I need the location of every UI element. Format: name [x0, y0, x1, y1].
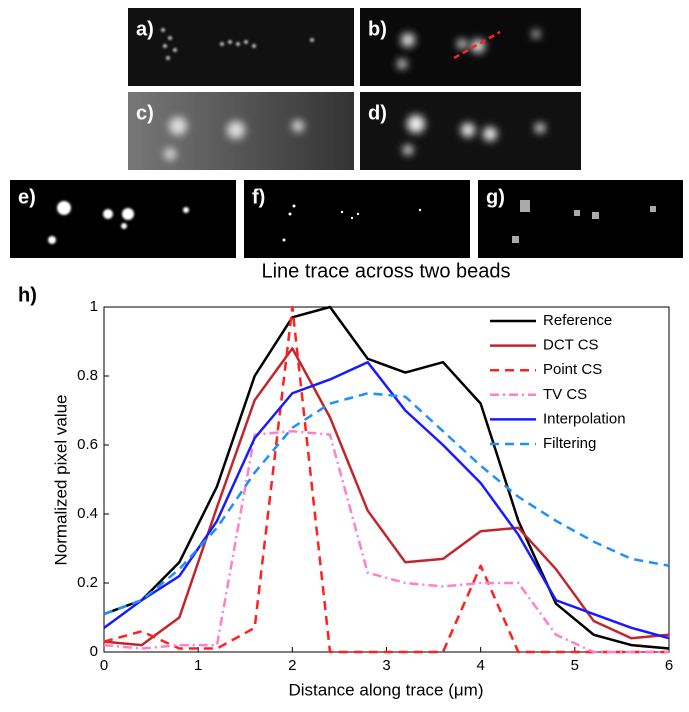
legend-label: DCT CS: [543, 337, 599, 354]
legend-label: Interpolation: [543, 410, 626, 427]
data-line: [103, 360, 670, 640]
data-line: [103, 305, 669, 654]
legend-label: TV CS: [543, 386, 587, 403]
data-line: [103, 305, 670, 650]
panel-label: h): [18, 284, 37, 306]
y-tick-label: 0.2: [77, 574, 98, 591]
panel-f: f): [244, 180, 470, 258]
panel-label: b): [368, 18, 387, 40]
x-tick-label: 6: [665, 657, 673, 674]
x-tick-label: 5: [571, 657, 579, 674]
panel-label: c): [136, 102, 154, 124]
legend-label: Filtering: [543, 435, 596, 452]
legend-label: Point CS: [543, 361, 602, 378]
data-line: [103, 347, 670, 647]
x-tick-label: 4: [476, 657, 484, 674]
panel-g: g): [478, 180, 683, 258]
x-tick-label: 2: [288, 657, 296, 674]
panel-label: f): [252, 186, 265, 208]
panel-label: g): [486, 186, 505, 208]
plot-frame: [103, 306, 670, 653]
panel-label: a): [136, 18, 154, 40]
y-tick-label: 1: [90, 298, 98, 315]
panel-label: e): [18, 186, 36, 208]
panel-a: a): [128, 8, 354, 86]
panel-b: b): [360, 8, 581, 86]
panel-c: c): [128, 92, 354, 170]
x-tick-label: 0: [100, 657, 108, 674]
y-tick-label: 0.4: [77, 505, 98, 522]
x-axis-label: Distance along trace (μm): [289, 680, 484, 699]
chart-title: Line trace across two beads: [261, 260, 510, 282]
legend-label: Reference: [543, 312, 612, 329]
x-tick-label: 3: [382, 657, 390, 674]
panel-label: d): [368, 102, 387, 124]
y-tick-label: 0: [90, 643, 98, 660]
panel-e: e): [10, 180, 236, 258]
data-line: [103, 429, 669, 654]
x-tick-label: 1: [194, 657, 202, 674]
y-tick-label: 0.6: [77, 436, 98, 453]
y-tick-label: 0.8: [77, 367, 98, 384]
panel-d: d): [360, 92, 581, 170]
y-axis-label: Normalized pixel value: [51, 394, 70, 565]
